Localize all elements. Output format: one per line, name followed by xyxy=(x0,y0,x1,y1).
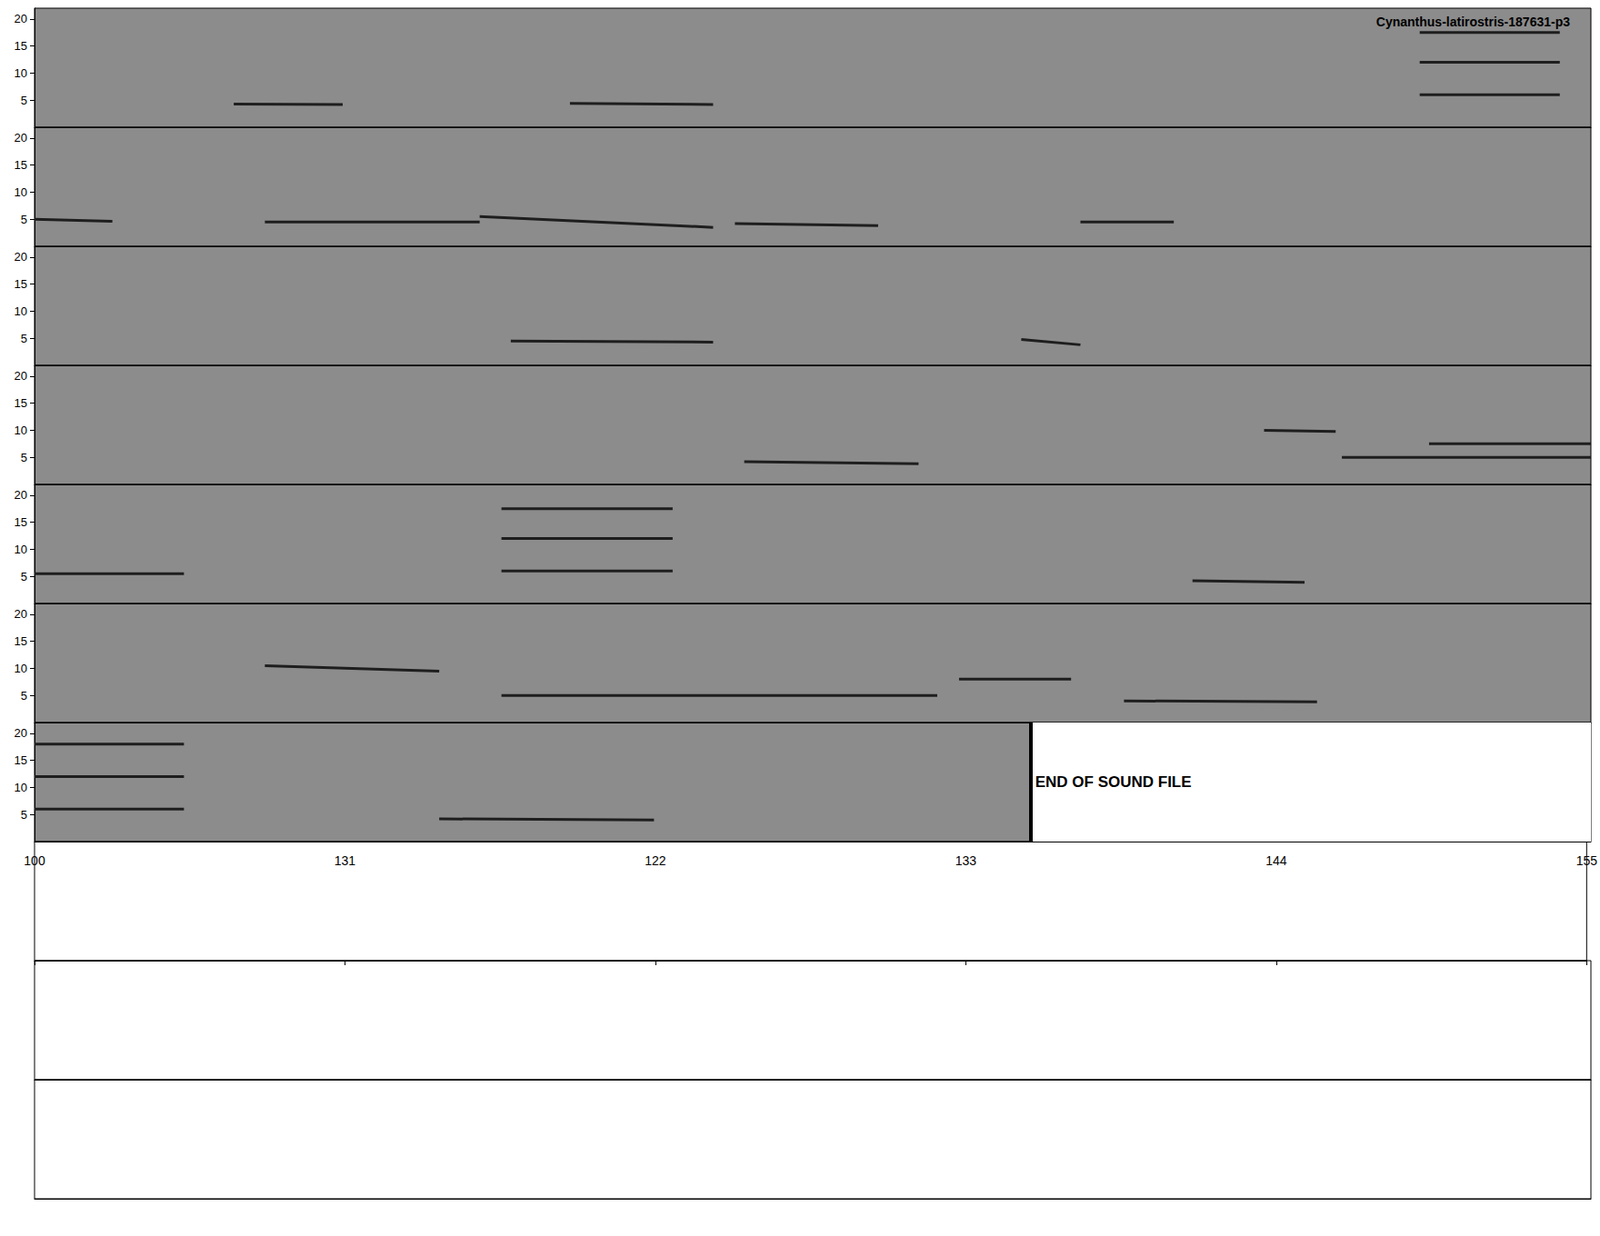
svg-text:10: 10 xyxy=(14,542,28,557)
svg-text:5: 5 xyxy=(20,93,28,108)
svg-text:15: 15 xyxy=(14,634,28,649)
svg-text:20: 20 xyxy=(14,726,28,740)
svg-text:15: 15 xyxy=(14,277,28,291)
svg-text:144: 144 xyxy=(1265,853,1288,869)
svg-text:Cynanthus-latirostris-187631-p: Cynanthus-latirostris-187631-p3 xyxy=(1376,14,1570,30)
svg-text:5: 5 xyxy=(20,450,28,465)
svg-text:20: 20 xyxy=(14,250,28,264)
svg-text:5: 5 xyxy=(20,331,28,346)
svg-text:10: 10 xyxy=(14,423,28,438)
svg-text:122: 122 xyxy=(644,853,667,869)
svg-text:20: 20 xyxy=(14,607,28,621)
svg-text:20: 20 xyxy=(14,369,28,383)
svg-text:10: 10 xyxy=(14,661,28,676)
svg-text:5: 5 xyxy=(20,212,28,227)
svg-text:15: 15 xyxy=(14,515,28,530)
svg-text:155: 155 xyxy=(1576,853,1599,869)
svg-text:20: 20 xyxy=(14,488,28,502)
svg-text:100: 100 xyxy=(23,853,46,869)
svg-text:END OF SOUND FILE: END OF SOUND FILE xyxy=(1035,773,1192,791)
svg-text:20: 20 xyxy=(14,130,28,145)
svg-text:131: 131 xyxy=(334,853,357,869)
svg-text:5: 5 xyxy=(20,570,28,584)
svg-text:5: 5 xyxy=(20,808,28,822)
svg-text:15: 15 xyxy=(14,396,28,410)
svg-text:20: 20 xyxy=(14,11,28,26)
svg-text:10: 10 xyxy=(14,66,28,80)
svg-text:15: 15 xyxy=(14,39,28,53)
svg-text:15: 15 xyxy=(14,753,28,768)
svg-text:10: 10 xyxy=(14,304,28,319)
svg-text:10: 10 xyxy=(14,185,28,200)
svg-text:133: 133 xyxy=(955,853,978,869)
svg-text:5: 5 xyxy=(20,689,28,703)
svg-text:15: 15 xyxy=(14,158,28,172)
svg-text:10: 10 xyxy=(14,780,28,795)
